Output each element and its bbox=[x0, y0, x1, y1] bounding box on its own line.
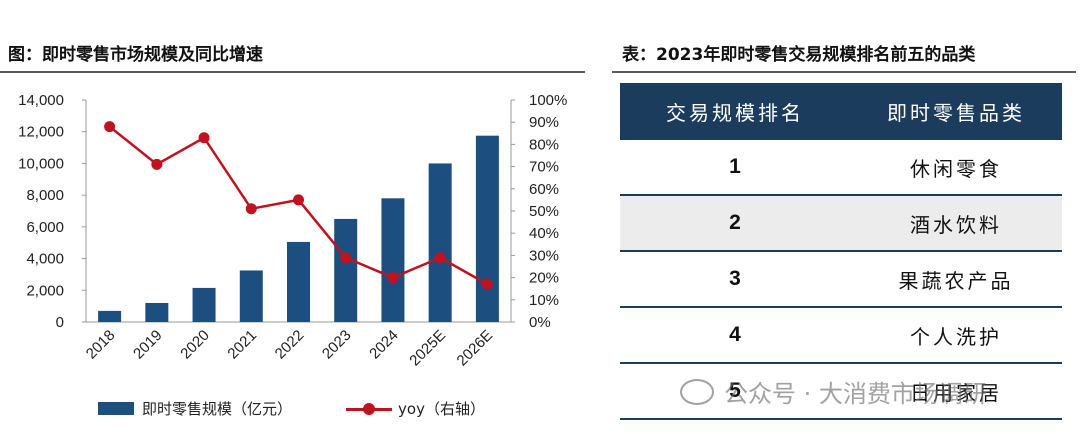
yoy-point bbox=[245, 203, 257, 215]
legend-bar-label: 即时零售规模（亿元） bbox=[142, 400, 293, 418]
row-category: 休闲零食 bbox=[910, 156, 1002, 181]
row-category: 酒水饮料 bbox=[910, 212, 1002, 237]
y-left-tick-label: 0 bbox=[56, 314, 64, 331]
header-rank: 交易规模排名 bbox=[666, 101, 804, 125]
x-tick-label: 2019 bbox=[130, 327, 166, 363]
legend-line-label: yoy（右轴） bbox=[398, 400, 485, 418]
y-right-tick-label: 10% bbox=[529, 292, 559, 309]
bar bbox=[98, 310, 122, 322]
x-tick-label: 2020 bbox=[177, 327, 213, 363]
yoy-point bbox=[340, 252, 352, 264]
yoy-point bbox=[387, 272, 399, 284]
watermark: 公众号 · 大消费市场调研 bbox=[680, 374, 987, 409]
y-left-tick-label: 12,000 bbox=[18, 124, 64, 141]
y-right-tick-label: 20% bbox=[529, 270, 559, 287]
y-right-tick-label: 80% bbox=[529, 136, 559, 153]
y-right-tick-label: 0% bbox=[529, 314, 551, 331]
y-left-tick-label: 10,000 bbox=[18, 155, 64, 172]
y-left-tick-label: 14,000 bbox=[18, 92, 64, 109]
chart-title: 图：即时零售市场规模及同比增速 bbox=[8, 45, 263, 65]
table-title-divider bbox=[612, 71, 1076, 73]
chart-title-divider bbox=[0, 71, 585, 73]
bar bbox=[334, 218, 358, 322]
yoy-point bbox=[198, 132, 210, 144]
y-left-tick-label: 2,000 bbox=[26, 282, 64, 299]
y-right-tick-label: 60% bbox=[529, 181, 559, 198]
bar bbox=[428, 163, 452, 322]
bar bbox=[287, 241, 310, 322]
table-row: 4 个人洗护 bbox=[620, 308, 1062, 364]
bar bbox=[475, 135, 499, 322]
x-tick-label: 2021 bbox=[224, 327, 260, 363]
yoy-point bbox=[293, 194, 304, 206]
x-tick-label: 2024 bbox=[366, 327, 402, 363]
x-tick-label: 2025E bbox=[406, 327, 449, 370]
legend-line-swatch bbox=[346, 402, 393, 416]
table-row: 2 酒水饮料 bbox=[620, 196, 1062, 252]
row-rank: 4 bbox=[729, 323, 741, 346]
table-row: 3 果蔬农产品 bbox=[620, 252, 1062, 308]
x-tick-label: 2022 bbox=[272, 327, 308, 363]
bar bbox=[192, 287, 216, 322]
bar bbox=[239, 270, 263, 322]
y-right-tick-label: 90% bbox=[529, 114, 559, 131]
row-rank: 2 bbox=[729, 211, 741, 234]
bar bbox=[145, 302, 169, 322]
market-size-chart: 0 2,000 4,000 6,000 8,000 10,000 12,000 14,000 0… bbox=[18, 92, 567, 370]
yoy-point bbox=[104, 121, 116, 133]
bar bbox=[381, 198, 405, 322]
y-right-tick-label: 70% bbox=[529, 159, 559, 176]
y-right-tick-label: 50% bbox=[529, 203, 559, 220]
table-header-row: 交易规模排名 即时零售品类 bbox=[620, 83, 1062, 140]
x-tick-label: 2026E bbox=[454, 327, 497, 370]
row-rank: 1 bbox=[729, 155, 741, 178]
x-tick-label: 2018 bbox=[83, 327, 119, 363]
table-row: 1 休闲零食 bbox=[620, 140, 1062, 196]
wechat-icon bbox=[680, 378, 714, 405]
y-right-tick-label: 40% bbox=[529, 225, 559, 242]
row-category: 个人洗护 bbox=[910, 324, 1002, 349]
row-category: 日用家居 bbox=[910, 380, 1002, 405]
x-tick-label: 2023 bbox=[319, 327, 355, 363]
row-category: 果蔬农产品 bbox=[898, 268, 1014, 293]
yoy-point bbox=[151, 158, 163, 170]
chart-legend: 即时零售规模（亿元） yoy（右轴） bbox=[98, 398, 485, 419]
y-left-tick-label: 4,000 bbox=[26, 251, 64, 268]
row-rank: 5 bbox=[729, 379, 741, 402]
table-row: 5 日用家居 bbox=[620, 364, 1062, 420]
row-rank: 3 bbox=[729, 267, 741, 290]
watermark-text: 公众号 · 大消费市场调研 bbox=[724, 380, 987, 408]
y-right-tick-label: 30% bbox=[529, 247, 559, 264]
y-left-tick-label: 6,000 bbox=[26, 219, 64, 236]
header-category: 即时零售品类 bbox=[887, 101, 1025, 125]
table-title: 表：2023年即时零售交易规模排名前五的品类 bbox=[622, 45, 976, 65]
yoy-point bbox=[481, 278, 493, 290]
category-ranking-table: 交易规模排名 即时零售品类 1 休闲零食 2 酒水饮料 3 果蔬农产品 4 个人… bbox=[620, 83, 1062, 420]
y-left-tick-label: 8,000 bbox=[26, 187, 64, 204]
y-right-tick-label: 100% bbox=[529, 92, 567, 109]
yoy-point bbox=[434, 252, 446, 264]
legend-bar-swatch bbox=[98, 402, 134, 415]
